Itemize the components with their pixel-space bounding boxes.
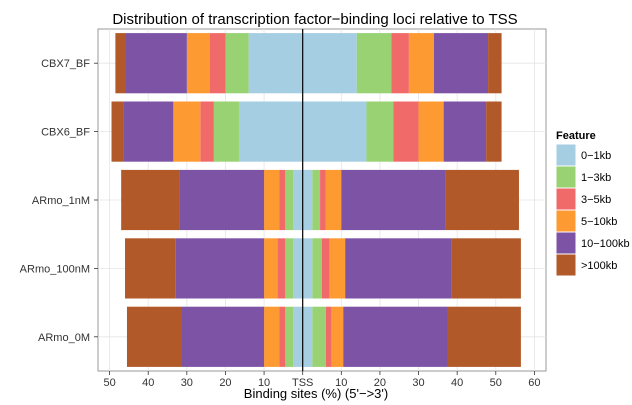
bar-downstream-0-3 <box>408 33 434 94</box>
bar-upstream-2-2 <box>279 169 286 231</box>
bar-downstream-0-4 <box>434 33 489 94</box>
bar-downstream-4-2 <box>325 306 332 367</box>
bar-downstream-2-5 <box>445 169 519 231</box>
bar-upstream-1-3 <box>173 101 201 162</box>
bar-downstream-1-0 <box>302 101 367 162</box>
bar-upstream-3-4 <box>175 238 265 299</box>
bar-downstream-0-0 <box>302 33 357 94</box>
bar-downstream-3-3 <box>329 238 346 299</box>
legend-key-4 <box>555 231 577 255</box>
bars-layer <box>111 29 521 371</box>
y-tick-label-4: ARmo_0M <box>38 332 90 344</box>
bar-upstream-3-0 <box>293 238 303 299</box>
x-tick-label-1: 40 <box>142 377 154 389</box>
bar-upstream-0-4 <box>125 33 187 94</box>
bar-downstream-0-1 <box>356 33 392 94</box>
axes-layer: CBX7_BF CBX6_BF ARmo_1nM ARmo_100nM ARmo_0M 5… <box>20 58 541 389</box>
bar-upstream-4-5 <box>126 306 182 367</box>
bar-upstream-3-1 <box>285 238 294 299</box>
legend-key-1 <box>555 165 577 189</box>
bar-downstream-1-4 <box>443 101 487 162</box>
x-tick-label-4: 10 <box>258 377 270 389</box>
bar-upstream-0-5 <box>115 33 126 94</box>
bar-downstream-3-1 <box>312 238 322 299</box>
bar-upstream-2-5 <box>121 169 180 231</box>
legend-label-3: 5−10kb <box>581 216 617 228</box>
x-tick-label-6: 10 <box>335 377 347 389</box>
legend-key-0 <box>555 143 577 167</box>
bar-downstream-1-1 <box>366 101 394 162</box>
bar-upstream-4-2 <box>279 306 286 367</box>
x-tick-label-5: TSS <box>292 377 313 389</box>
bar-downstream-3-0 <box>302 238 313 299</box>
bar-upstream-2-4 <box>179 169 265 231</box>
y-tick-label-2: ARmo_1nM <box>32 195 90 207</box>
bar-downstream-4-4 <box>343 306 448 367</box>
bar-downstream-2-1 <box>312 169 321 231</box>
legend-key-3 <box>555 209 577 233</box>
legend-label-0: 0−1kb <box>581 150 611 162</box>
legend-label-5: >100kb <box>581 260 617 272</box>
legend: Feature 0−1kb 1−3kb 3−5kb 5−10kb 10−100kb >10… <box>555 130 630 277</box>
bar-downstream-0-5 <box>488 33 502 94</box>
bar-downstream-1-2 <box>393 101 419 162</box>
y-tick-label-3: ARmo_100nM <box>20 263 90 275</box>
y-tick-label-0: CBX7_BF <box>41 58 90 70</box>
x-tick-label-3: 20 <box>219 377 231 389</box>
bar-upstream-0-1 <box>225 33 249 94</box>
bar-downstream-2-3 <box>325 169 342 231</box>
bar-downstream-3-2 <box>322 238 330 299</box>
y-tick-label-1: CBX6_BF <box>41 127 90 139</box>
bar-downstream-2-2 <box>320 169 326 231</box>
bar-downstream-4-3 <box>331 306 344 367</box>
legend-key-5 <box>555 253 577 277</box>
bar-upstream-4-1 <box>285 306 294 367</box>
legend-title: Feature <box>556 130 596 142</box>
bar-upstream-3-2 <box>277 238 286 299</box>
bar-downstream-1-5 <box>486 101 502 162</box>
bar-upstream-0-3 <box>186 33 210 94</box>
chart-title: Distribution of transcription factor−bin… <box>112 11 517 28</box>
bar-upstream-0-2 <box>210 33 226 94</box>
bar-downstream-4-1 <box>312 306 326 367</box>
bar-downstream-2-0 <box>302 169 313 231</box>
bar-upstream-1-1 <box>213 101 239 162</box>
bar-upstream-4-4 <box>181 306 265 367</box>
x-tick-label-9: 40 <box>451 377 463 389</box>
bar-downstream-3-5 <box>451 238 521 299</box>
legend-label-1: 1−3kb <box>581 172 611 184</box>
x-tick-label-10: 50 <box>490 377 502 389</box>
bar-upstream-1-2 <box>200 101 214 162</box>
x-tick-label-8: 30 <box>412 377 424 389</box>
bar-downstream-1-3 <box>418 101 444 162</box>
bar-upstream-2-1 <box>285 169 294 231</box>
bar-upstream-4-3 <box>264 306 280 367</box>
bar-upstream-1-5 <box>111 101 124 162</box>
legend-label-2: 3−5kb <box>581 194 611 206</box>
bar-downstream-4-0 <box>302 306 313 367</box>
bar-upstream-1-0 <box>238 101 303 162</box>
x-tick-label-0: 50 <box>103 377 115 389</box>
legend-label-4: 10−100kb <box>581 238 630 250</box>
bar-upstream-0-0 <box>248 33 303 94</box>
bar-upstream-3-5 <box>125 238 176 299</box>
bar-upstream-3-3 <box>264 238 278 299</box>
bar-downstream-0-2 <box>391 33 409 94</box>
bar-downstream-3-4 <box>345 238 452 299</box>
bar-upstream-4-0 <box>293 306 303 367</box>
bar-upstream-2-3 <box>264 169 280 231</box>
x-tick-label-11: 60 <box>528 377 540 389</box>
bar-downstream-2-4 <box>341 169 446 231</box>
bar-downstream-4-5 <box>447 306 521 367</box>
legend-key-2 <box>555 187 577 211</box>
bar-upstream-2-0 <box>293 169 303 231</box>
x-tick-label-7: 20 <box>374 377 386 389</box>
x-axis-label: Binding sites (%) (5'−>3') <box>244 386 388 401</box>
x-tick-label-2: 30 <box>181 377 193 389</box>
bar-upstream-1-4 <box>123 101 174 162</box>
